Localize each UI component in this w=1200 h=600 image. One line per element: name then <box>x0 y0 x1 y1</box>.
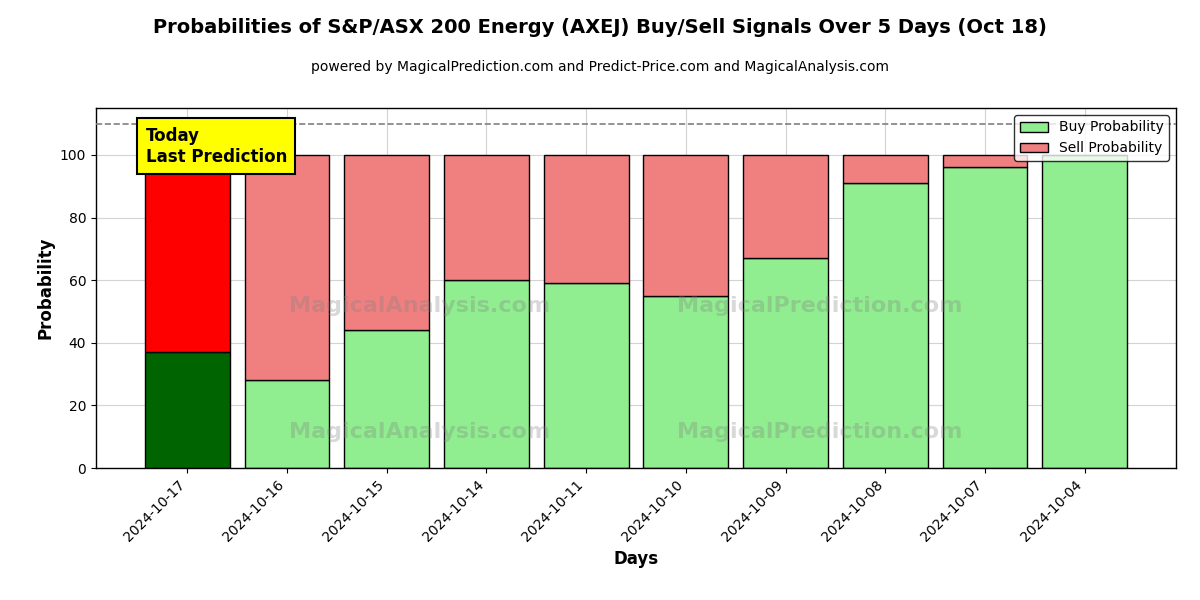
Text: Today
Last Prediction: Today Last Prediction <box>145 127 287 166</box>
Bar <box>444 155 529 280</box>
Text: powered by MagicalPrediction.com and Predict-Price.com and MagicalAnalysis.com: powered by MagicalPrediction.com and Pre… <box>311 60 889 74</box>
Bar <box>444 280 529 468</box>
Text: Probabilities of S&P/ASX 200 Energy (AXEJ) Buy/Sell Signals Over 5 Days (Oct 18): Probabilities of S&P/ASX 200 Energy (AXE… <box>154 18 1046 37</box>
Legend: Buy Probability, Sell Probability: Buy Probability, Sell Probability <box>1014 115 1169 161</box>
Text: MagicalPrediction.com: MagicalPrediction.com <box>677 422 962 442</box>
Bar <box>743 155 828 258</box>
Bar <box>643 296 728 468</box>
Bar <box>544 155 629 283</box>
Bar <box>743 258 828 468</box>
Bar <box>145 155 230 352</box>
Y-axis label: Probability: Probability <box>36 237 54 339</box>
Bar <box>842 155 928 183</box>
Text: MagicalPrediction.com: MagicalPrediction.com <box>677 296 962 316</box>
Bar <box>1042 155 1127 468</box>
Text: MagicalAnalysis.com: MagicalAnalysis.com <box>289 422 551 442</box>
Bar <box>544 283 629 468</box>
Bar <box>344 155 430 330</box>
Bar <box>942 167 1027 468</box>
Bar <box>245 380 330 468</box>
Text: MagicalAnalysis.com: MagicalAnalysis.com <box>289 296 551 316</box>
Bar <box>643 155 728 296</box>
Bar <box>842 183 928 468</box>
X-axis label: Days: Days <box>613 550 659 568</box>
Bar <box>245 155 330 380</box>
Bar <box>145 352 230 468</box>
Bar <box>344 330 430 468</box>
Bar <box>942 155 1027 167</box>
